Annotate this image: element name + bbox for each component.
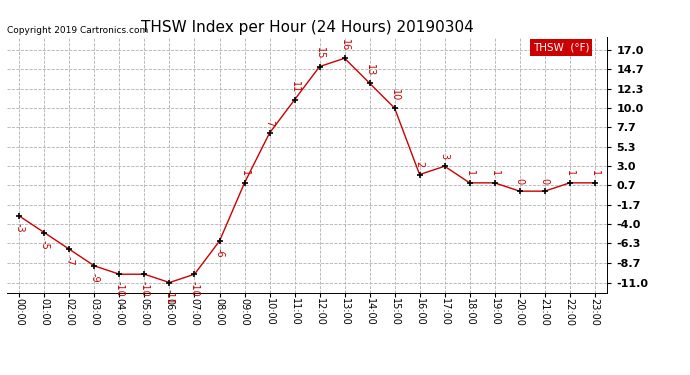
Text: 1: 1 (239, 170, 250, 176)
Text: 1: 1 (564, 170, 575, 176)
Text: -9: -9 (90, 273, 99, 282)
Text: Copyright 2019 Cartronics.com: Copyright 2019 Cartronics.com (7, 26, 148, 35)
Text: -10: -10 (190, 281, 199, 297)
Text: 11: 11 (290, 81, 299, 93)
Text: 1: 1 (590, 170, 600, 176)
Text: -6: -6 (215, 248, 224, 258)
Text: 1: 1 (490, 170, 500, 176)
Text: 15: 15 (315, 47, 324, 60)
Text: 7: 7 (264, 120, 275, 126)
Title: THSW Index per Hour (24 Hours) 20190304: THSW Index per Hour (24 Hours) 20190304 (141, 20, 473, 35)
Text: -5: -5 (39, 240, 50, 249)
Text: 10: 10 (390, 89, 400, 101)
Text: 0: 0 (540, 178, 550, 184)
Text: -10: -10 (139, 281, 150, 297)
Text: 13: 13 (364, 64, 375, 76)
Text: 1: 1 (464, 170, 475, 176)
Text: -3: -3 (14, 223, 24, 232)
Text: -7: -7 (64, 256, 75, 266)
Text: 2: 2 (415, 161, 424, 168)
Text: -10: -10 (115, 281, 124, 297)
Text: 3: 3 (440, 153, 450, 159)
Text: 0: 0 (515, 178, 524, 184)
Text: THSW  (°F): THSW (°F) (533, 43, 589, 52)
Text: -11: -11 (164, 290, 175, 305)
Text: 16: 16 (339, 39, 350, 51)
